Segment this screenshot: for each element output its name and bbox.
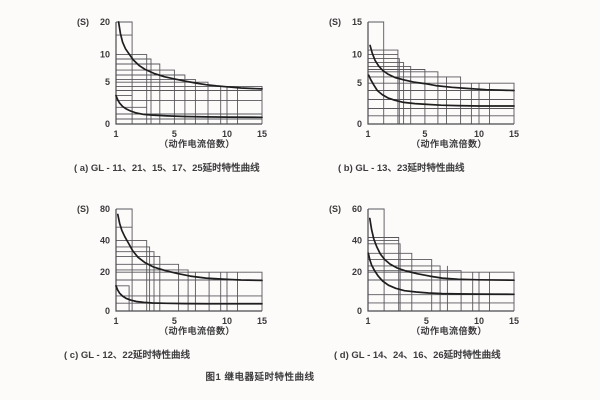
y-tick-label: 10 bbox=[100, 50, 110, 60]
x-tick-label: 5 bbox=[172, 129, 177, 139]
chart-c-caption: ( c) GL - 12、22延时特性曲线 bbox=[64, 350, 190, 361]
y-tick-label: 80 bbox=[100, 204, 110, 214]
y-tick-label: 20 bbox=[100, 267, 110, 277]
grid-lines bbox=[116, 21, 263, 124]
x-tick-label: 5 bbox=[424, 316, 429, 326]
a-lower-curve bbox=[115, 94, 263, 119]
figure-caption: 图1 继电器延时特性曲线 bbox=[205, 372, 315, 383]
chart-d-x-axis-title: （动作电流倍数） bbox=[410, 326, 487, 336]
grid-lines bbox=[368, 21, 515, 124]
axes bbox=[115, 209, 262, 312]
c-lower-curve bbox=[115, 284, 263, 305]
y-axis-unit: (S) bbox=[77, 17, 89, 27]
x-tick-label: 15 bbox=[509, 129, 519, 139]
y-tick-label: 0 bbox=[357, 119, 362, 129]
chart-b-x-axis-title: （动作电流倍数） bbox=[410, 139, 487, 149]
chart-d: 0 20 40 60 (S) 1 5 10 15 （动作电流倍数） ( d) GL - 14、2… bbox=[310, 199, 560, 381]
grid-lines bbox=[368, 208, 515, 311]
x-tick-label: 10 bbox=[474, 129, 484, 139]
x-tick-label: 15 bbox=[257, 316, 267, 326]
b-lower-curve bbox=[367, 74, 515, 107]
y-tick-label: 20 bbox=[100, 17, 110, 27]
x-tick-label: 15 bbox=[509, 316, 519, 326]
y-tick-label: 0 bbox=[105, 306, 110, 316]
x-tick-label: 5 bbox=[172, 316, 177, 326]
y-axis-unit: (S) bbox=[329, 17, 341, 27]
x-tick-label: 5 bbox=[422, 129, 427, 139]
chart-c: 0 20 40 80 (S) 1 5 10 15 （动作电流倍数） ( c) GL - 12、2… bbox=[58, 199, 308, 381]
chart-c-x-axis-title: （动作电流倍数） bbox=[158, 326, 235, 336]
y-tick-label: 0 bbox=[357, 306, 362, 316]
y-tick-label: 20 bbox=[352, 267, 362, 277]
a-upper-curve bbox=[117, 21, 263, 90]
y-tick-label: 0 bbox=[105, 119, 110, 129]
axes bbox=[115, 22, 262, 125]
x-tick-label: 1 bbox=[365, 316, 370, 326]
y-tick-label: 40 bbox=[352, 236, 362, 246]
d-upper-curve bbox=[368, 217, 515, 282]
y-tick-label: 40 bbox=[100, 236, 110, 246]
x-tick-label: 1 bbox=[113, 316, 118, 326]
b-upper-curve bbox=[369, 44, 515, 92]
chart-a: 0 5 10 20 (S) 1 5 10 15 （动作电流倍数） ( a) GL - 11、21… bbox=[58, 12, 308, 194]
x-tick-label: 10 bbox=[222, 316, 232, 326]
axes bbox=[367, 209, 514, 312]
chart-a-caption: ( a) GL - 11、21、15、17、25延时特性曲线 bbox=[74, 163, 260, 174]
x-tick-label: 15 bbox=[257, 129, 267, 139]
chart-b: 0 5 10 15 (S) 1 5 10 15 （动作电流倍数） ( b) GL - 13、23… bbox=[310, 12, 560, 194]
y-tick-label: 15 bbox=[352, 17, 362, 27]
x-tick-label: 1 bbox=[113, 129, 118, 139]
chart-d-caption: ( d) GL - 14、24、16、26延时特性曲线 bbox=[334, 350, 501, 361]
y-axis-unit: (S) bbox=[329, 204, 341, 214]
chart-a-x-axis-title: （动作电流倍数） bbox=[158, 139, 235, 149]
grid-lines bbox=[116, 208, 263, 311]
y-axis-unit: (S) bbox=[77, 204, 89, 214]
x-tick-label: 10 bbox=[474, 316, 484, 326]
y-tick-label: 5 bbox=[105, 77, 110, 87]
axes bbox=[367, 22, 514, 125]
chart-b-caption: ( b) GL - 13、23延时特性曲线 bbox=[338, 163, 465, 174]
y-tick-label: 60 bbox=[352, 204, 362, 214]
y-tick-label: 5 bbox=[357, 78, 362, 88]
x-tick-label: 10 bbox=[222, 129, 232, 139]
d-lower-curve bbox=[367, 252, 515, 296]
c-upper-curve bbox=[116, 213, 263, 282]
y-tick-label: 10 bbox=[352, 50, 362, 60]
x-tick-label: 1 bbox=[365, 129, 370, 139]
